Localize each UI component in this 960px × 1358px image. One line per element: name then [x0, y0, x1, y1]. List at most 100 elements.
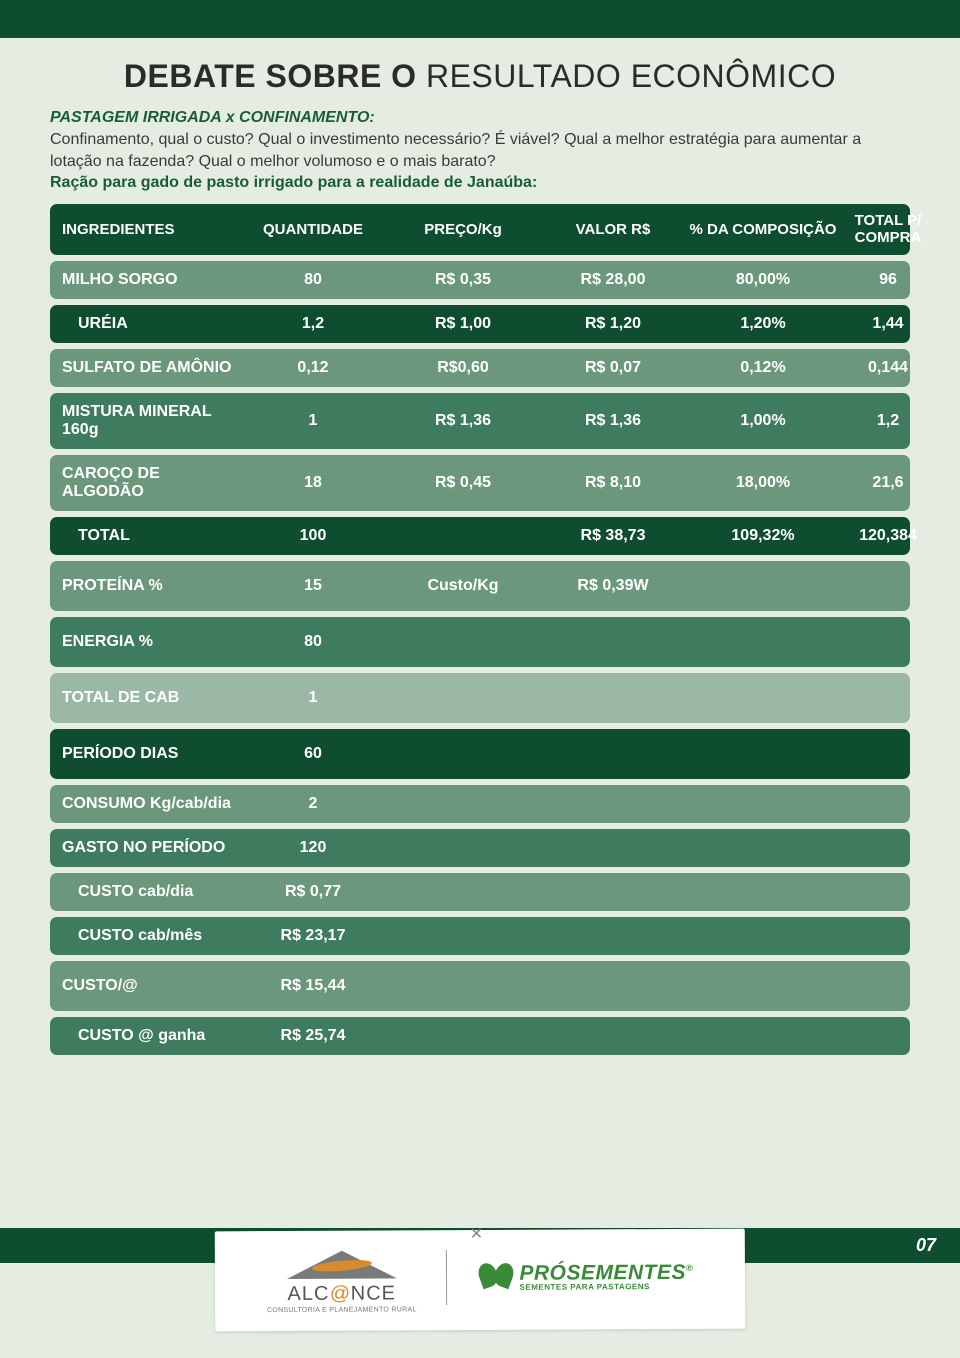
- cell-c2: R$ 0,77: [238, 883, 388, 901]
- table-row: CUSTO cab/mêsR$ 23,17: [50, 917, 910, 955]
- table-row: CUSTO/@R$ 15,44: [50, 961, 910, 1011]
- cell-c6: 120,384: [838, 527, 938, 545]
- table-row: ENERGIA %80: [50, 617, 910, 667]
- cell-c1: TOTAL: [78, 527, 238, 545]
- table-row: MILHO SORGO80R$ 0,35R$ 28,0080,00%96: [50, 261, 910, 299]
- cell-c6: 1,2: [838, 412, 938, 430]
- page-title: DEBATE SOBRE O RESULTADO ECONÔMICO: [50, 58, 910, 95]
- cell-c1: GASTO NO PERÍODO: [58, 839, 238, 857]
- cell-c2: 80: [238, 271, 388, 289]
- table-header-row: INGREDIENTES QUANTIDADE PREÇO/Kg VALOR R…: [50, 204, 910, 255]
- header-valor: VALOR R$: [538, 221, 688, 238]
- footer-card: ✕ ALC@NCE CONSULTORIA E PLANEJAMENTO RUR…: [215, 1229, 746, 1332]
- top-bar: [0, 0, 960, 38]
- cell-c1: TOTAL DE CAB: [58, 689, 238, 707]
- cell-c1: URÉIA: [78, 315, 238, 333]
- cell-c5: 1,20%: [688, 315, 838, 333]
- table-row: TOTAL100R$ 38,73109,32%120,384: [50, 517, 910, 555]
- alcance-post: NCE: [351, 1282, 396, 1304]
- leaf-icon: [477, 1258, 515, 1296]
- cell-c1: MISTURA MINERAL 160g: [58, 403, 238, 439]
- table-row: GASTO NO PERÍODO120: [50, 829, 910, 867]
- cell-c6: 0,144: [838, 359, 938, 377]
- prosementes-brand: PRÓSEMENTES®: [519, 1262, 693, 1284]
- header-ingredientes: INGREDIENTES: [58, 221, 238, 238]
- table-row: PROTEÍNA %15Custo/KgR$ 0,39W: [50, 561, 910, 611]
- cell-c2: 100: [238, 527, 388, 545]
- subheader: PASTAGEM IRRIGADA x CONFINAMENTO:: [50, 109, 910, 127]
- cell-c1: SULFATO DE AMÔNIO: [58, 359, 238, 377]
- cell-c2: 18: [238, 474, 388, 492]
- cell-c1: CAROÇO DE ALGODÃO: [58, 465, 238, 501]
- cell-c3: R$ 1,36: [388, 412, 538, 430]
- cell-c4: R$ 38,73: [538, 527, 688, 545]
- cell-c4: R$ 1,20: [538, 315, 688, 333]
- alcance-name: ALC@NCE: [267, 1282, 417, 1306]
- cell-c1: CUSTO @ ganha: [78, 1027, 238, 1045]
- prosementes-brand-text: PRÓSEMENTES: [519, 1261, 686, 1285]
- cell-c2: 1,2: [238, 315, 388, 333]
- table-row: CUSTO cab/diaR$ 0,77: [50, 873, 910, 911]
- cell-c2: R$ 23,17: [238, 927, 388, 945]
- cell-c1: PERÍODO DIAS: [58, 745, 238, 763]
- cell-c4: R$ 0,07: [538, 359, 688, 377]
- alcance-tagline: CONSULTORIA E PLANEJAMENTO RURAL: [267, 1306, 417, 1314]
- cell-c5: 109,32%: [688, 527, 838, 545]
- footer-area: ✕ ALC@NCE CONSULTORIA E PLANEJAMENTO RUR…: [0, 1228, 960, 1358]
- cell-c1: CONSUMO Kg/cab/dia: [58, 795, 238, 813]
- cell-c1: PROTEÍNA %: [58, 577, 238, 595]
- cell-c5: 1,00%: [688, 412, 838, 430]
- cell-c3: R$ 0,35: [388, 271, 538, 289]
- cell-c3: Custo/Kg: [388, 577, 538, 595]
- table-row: PERÍODO DIAS60: [50, 729, 910, 779]
- header-quantidade: QUANTIDADE: [238, 221, 388, 238]
- cell-c6: 21,6: [838, 474, 938, 492]
- logo-divider: [446, 1250, 447, 1305]
- cell-c3: R$ 1,00: [388, 315, 538, 333]
- ingredients-table: INGREDIENTES QUANTIDADE PREÇO/Kg VALOR R…: [50, 204, 910, 1055]
- cell-c4: R$ 28,00: [538, 271, 688, 289]
- header-total-compra: TOTAL P/ COMPRA: [838, 212, 938, 247]
- prosementes-text: PRÓSEMENTES® SEMENTES PARA PASTAGENS: [519, 1262, 693, 1292]
- cell-c1: CUSTO/@: [58, 977, 238, 995]
- cell-c2: 60: [238, 745, 388, 763]
- cell-c5: 0,12%: [688, 359, 838, 377]
- alcance-at: @: [329, 1282, 350, 1304]
- cell-c1: MILHO SORGO: [58, 271, 238, 289]
- cell-c2: R$ 25,74: [238, 1027, 388, 1045]
- alcance-logo: ALC@NCE CONSULTORIA E PLANEJAMENTO RURAL: [267, 1243, 417, 1314]
- table-row: SULFATO DE AMÔNIO0,12R$0,60R$ 0,070,12%0…: [50, 349, 910, 387]
- registered-mark: ®: [686, 1263, 693, 1273]
- table-row: TOTAL DE CAB1: [50, 673, 910, 723]
- cell-c1: ENERGIA %: [58, 633, 238, 651]
- table-row: URÉIA1,2R$ 1,00R$ 1,201,20%1,44: [50, 305, 910, 343]
- cell-c2: 1: [238, 689, 388, 707]
- cell-c1: CUSTO cab/mês: [78, 927, 238, 945]
- cell-c5: 18,00%: [688, 474, 838, 492]
- cell-c5: 80,00%: [688, 271, 838, 289]
- title-rest: RESULTADO ECONÔMICO: [417, 58, 837, 94]
- pin-icon: ✕: [470, 1224, 484, 1244]
- table-row: CUSTO @ ganhaR$ 25,74: [50, 1017, 910, 1055]
- alcance-pre: ALC: [287, 1282, 329, 1304]
- cell-c4: R$ 1,36: [538, 412, 688, 430]
- header-preco: PREÇO/Kg: [388, 221, 538, 238]
- cell-c4: R$ 0,39W: [538, 577, 688, 595]
- content-area: DEBATE SOBRE O RESULTADO ECONÔMICO PASTA…: [0, 38, 960, 1055]
- cell-c3: R$0,60: [388, 359, 538, 377]
- cell-c6: 96: [838, 271, 938, 289]
- cell-c2: 120: [238, 839, 388, 857]
- table-row: CONSUMO Kg/cab/dia2: [50, 785, 910, 823]
- cell-c2: 80: [238, 633, 388, 651]
- intro-paragraph: Confinamento, qual o custo? Qual o inves…: [50, 129, 910, 172]
- table-row: MISTURA MINERAL 160g1R$ 1,36R$ 1,361,00%…: [50, 393, 910, 449]
- cell-c6: 1,44: [838, 315, 938, 333]
- cell-c1: CUSTO cab/dia: [78, 883, 238, 901]
- ration-intro-line: Ração para gado de pasto irrigado para a…: [50, 174, 910, 192]
- title-bold: DEBATE SOBRE O: [124, 58, 417, 94]
- cell-c2: 2: [238, 795, 388, 813]
- alcance-logo-shape: [286, 1243, 396, 1279]
- cell-c4: R$ 8,10: [538, 474, 688, 492]
- cell-c2: 15: [238, 577, 388, 595]
- cell-c2: 0,12: [238, 359, 388, 377]
